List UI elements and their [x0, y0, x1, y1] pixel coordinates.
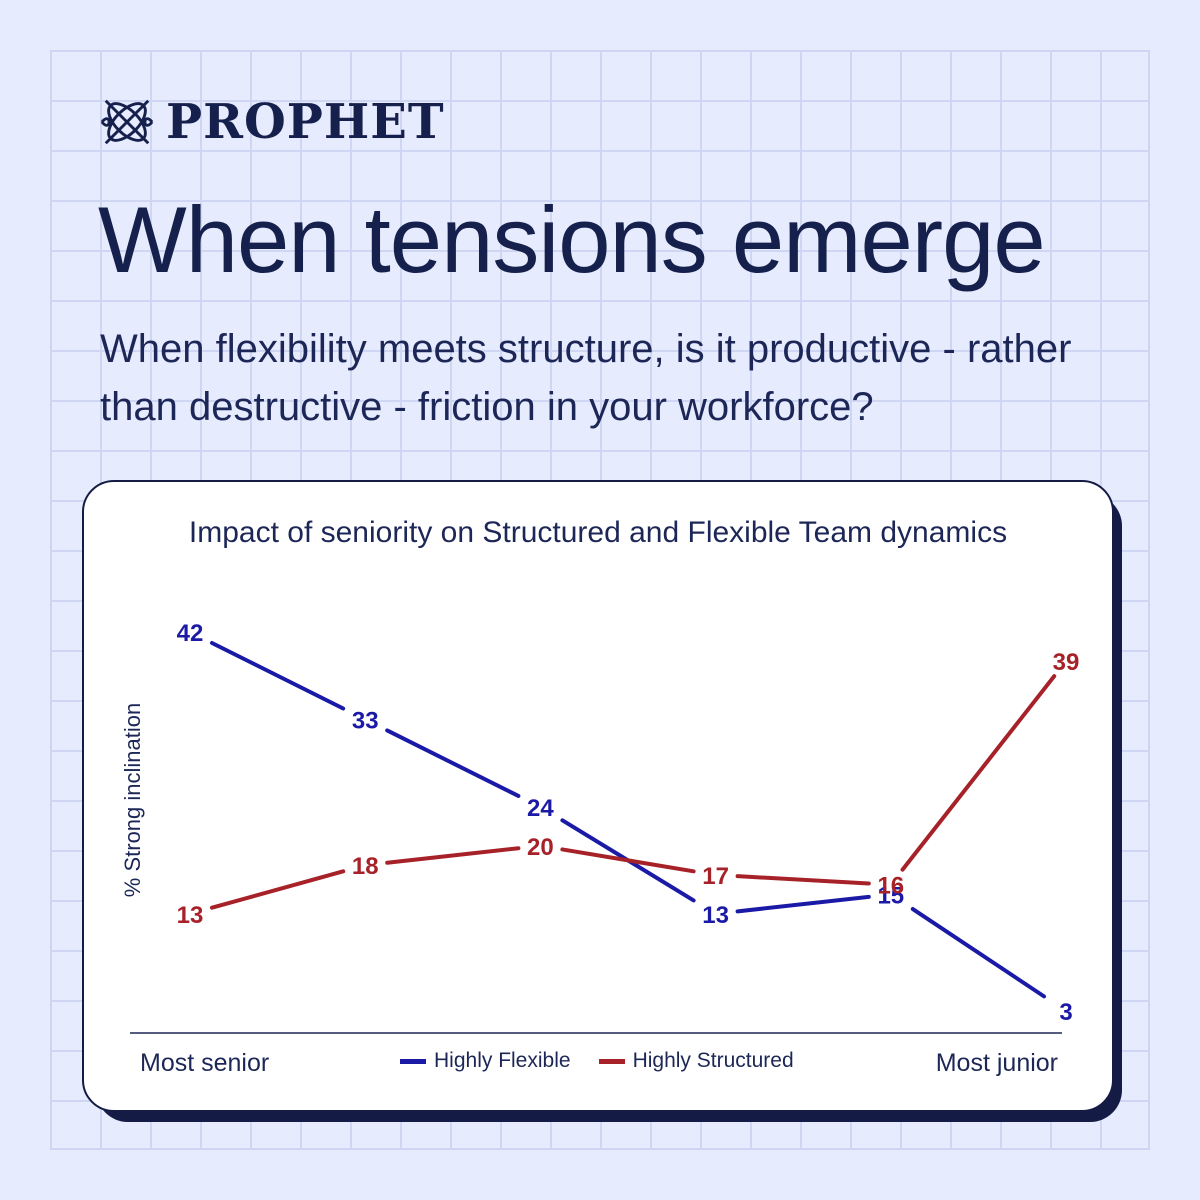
data-label-structured: 17 [702, 863, 729, 890]
line-segment-structured [900, 674, 1057, 872]
legend-swatch-structured [598, 1058, 625, 1064]
y-axis-label: % Strong inclination [120, 703, 145, 897]
brand-logo: PROPHET [98, 92, 445, 152]
legend-item-flexible: Highly Flexible [400, 1049, 571, 1073]
x-start-label: Most senior [140, 1049, 270, 1077]
line-segment-flexible [910, 907, 1046, 999]
x-end-label: Most junior [935, 1049, 1058, 1077]
data-label-flexible: 42 [177, 620, 204, 647]
line-chart: % Strong inclination 42 33 24 13 15 3 13 18 20 17… [120, 620, 1080, 1034]
line-segment-structured [385, 846, 521, 865]
line-segment-structured [560, 847, 696, 874]
legend-label-flexible: Highly Flexible [434, 1049, 571, 1072]
data-label-flexible: 15 [877, 882, 904, 909]
page-title: When tensions emerge [98, 187, 1046, 292]
logo-text: PROPHET [166, 94, 445, 150]
data-label-structured: 18 [352, 853, 379, 880]
data-label-flexible: 3 [1059, 999, 1072, 1026]
line-segment-structured [210, 869, 346, 910]
data-label-structured: 20 [527, 834, 554, 861]
data-label-flexible: 13 [702, 902, 729, 929]
data-label-flexible: 33 [352, 707, 379, 734]
line-segment-flexible [210, 640, 346, 711]
page-subtitle: When flexibility meets structure, is it … [100, 327, 1072, 429]
legend-label-structured: Highly Structured [632, 1049, 794, 1072]
line-segment-flexible [385, 728, 521, 798]
line-segment-flexible [735, 894, 871, 914]
data-label-structured: 13 [177, 902, 204, 929]
data-label-structured: 16 [877, 873, 904, 900]
line-segment-structured [735, 874, 871, 886]
legend: Highly Flexible Highly Structured [400, 1049, 822, 1073]
data-label-structured: 39 [1053, 649, 1080, 676]
prophet-knot-icon [100, 99, 154, 145]
chart-card: Impact of seniority on Structured and Fl… [82, 480, 1114, 1112]
data-label-flexible: 24 [527, 795, 554, 822]
legend-swatch-flexible [400, 1058, 426, 1064]
chart-title: Impact of seniority on Structured and Fl… [188, 516, 1008, 549]
legend-item-structured: Highly Structured [598, 1049, 794, 1073]
